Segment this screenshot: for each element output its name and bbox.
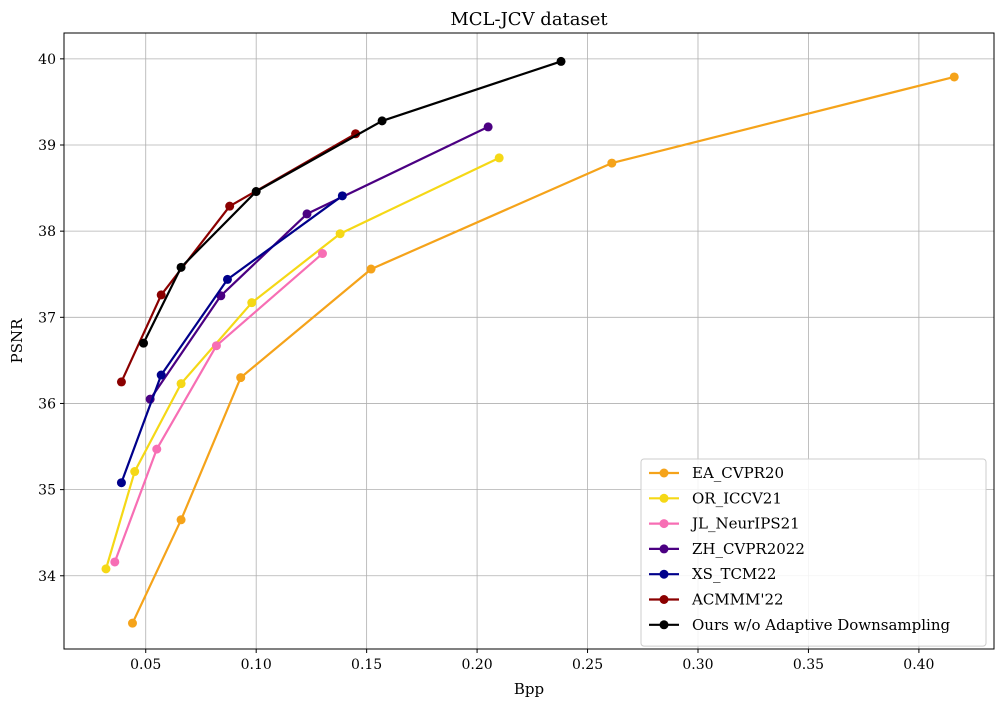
data-point <box>317 249 327 259</box>
series-line <box>120 194 343 484</box>
x-tick-label: 0.10 <box>241 657 272 673</box>
legend-item: JL_NeurIPS21 <box>649 515 800 533</box>
data-point <box>556 56 566 66</box>
legend-label: OR_ICCV21 <box>692 489 782 507</box>
data-point <box>116 377 126 387</box>
data-point <box>247 298 257 308</box>
data-point <box>377 116 387 126</box>
data-point <box>101 564 111 574</box>
legend-label: EA_CVPR20 <box>692 464 784 482</box>
y-tick-label: 38 <box>38 224 56 240</box>
y-axis-label: PSNR <box>8 318 26 363</box>
series-2 <box>110 249 327 567</box>
series-3 <box>145 122 493 404</box>
series-line <box>131 75 955 624</box>
data-point <box>110 557 120 567</box>
x-axis: 0.05 0.10 0.15 0.20 0.25 0.30 0.35 0.40 <box>130 649 934 673</box>
data-point <box>236 373 246 383</box>
data-point <box>302 209 312 219</box>
legend-label: Ours w/o Adaptive Downsampling <box>692 616 950 634</box>
data-point <box>176 262 186 272</box>
data-point <box>366 264 376 274</box>
y-tick-label: 35 <box>38 483 56 499</box>
legend-label: ZH_CVPR2022 <box>692 540 805 558</box>
legend-marker <box>659 544 669 554</box>
x-tick-label: 0.40 <box>903 657 934 673</box>
y-axis: 34 35 36 37 38 39 40 <box>38 52 64 585</box>
legend-marker <box>659 620 669 630</box>
series-4 <box>116 191 347 488</box>
x-tick-label: 0.30 <box>682 657 713 673</box>
data-point <box>211 341 221 351</box>
data-point <box>335 229 345 239</box>
data-point <box>130 467 140 477</box>
legend-item: ZH_CVPR2022 <box>649 540 805 558</box>
data-point <box>251 187 261 197</box>
grid <box>64 33 994 649</box>
data-point <box>156 290 166 300</box>
chart-title: MCL-JCV dataset <box>450 9 608 30</box>
y-tick-label: 37 <box>38 310 56 326</box>
series-0 <box>127 72 959 628</box>
data-point <box>225 201 235 211</box>
data-point <box>494 153 504 163</box>
y-tick-label: 34 <box>38 569 56 585</box>
series-line <box>120 132 357 383</box>
legend-marker <box>659 569 669 579</box>
data-point <box>337 191 347 201</box>
legend-marker <box>659 468 669 478</box>
data-point <box>176 379 186 389</box>
x-tick-label: 0.05 <box>130 657 161 673</box>
legend-label: JL_NeurIPS21 <box>690 515 800 533</box>
data-point <box>152 444 162 454</box>
legend-box <box>640 458 987 647</box>
legend-item: XS_TCM22 <box>649 565 776 583</box>
legend-marker <box>659 595 669 604</box>
series-line <box>113 252 324 563</box>
series-1 <box>101 153 504 574</box>
x-tick-label: 0.25 <box>572 657 603 673</box>
y-tick-label: 39 <box>38 138 56 154</box>
data-point <box>116 478 126 488</box>
legend-label: XS_TCM22 <box>692 565 776 583</box>
legend-label: ACMMM'22 <box>691 591 784 609</box>
data-point <box>127 618 137 628</box>
series-6 <box>139 56 566 348</box>
data-point <box>222 274 232 284</box>
series-layer <box>101 56 959 628</box>
x-tick-label: 0.35 <box>793 657 824 673</box>
data-point <box>176 515 186 525</box>
legend-item: EA_CVPR20 <box>649 464 784 482</box>
legend-marker <box>659 519 669 529</box>
series-line <box>142 60 562 344</box>
legend-marker <box>659 493 669 503</box>
y-tick-label: 36 <box>38 396 56 412</box>
x-tick-label: 0.20 <box>462 657 493 673</box>
data-point <box>139 338 149 348</box>
data-point <box>949 72 959 82</box>
x-axis-label: Bpp <box>514 680 544 698</box>
data-point <box>607 158 617 168</box>
data-point <box>483 122 493 132</box>
plot-frame <box>63 32 995 650</box>
data-point <box>156 370 166 380</box>
legend-item: ACMMM'22 <box>649 591 784 609</box>
x-tick-label: 0.15 <box>351 657 382 673</box>
legend-item: OR_ICCV21 <box>649 489 782 507</box>
legend-item: Ours w/o Adaptive Downsampling <box>649 616 950 634</box>
series-line <box>149 125 489 400</box>
y-tick-label: 40 <box>38 52 56 68</box>
legend: EA_CVPR20 OR_ICCV21 JL_NeurIPS21 ZH_CVPR202… <box>640 458 987 647</box>
